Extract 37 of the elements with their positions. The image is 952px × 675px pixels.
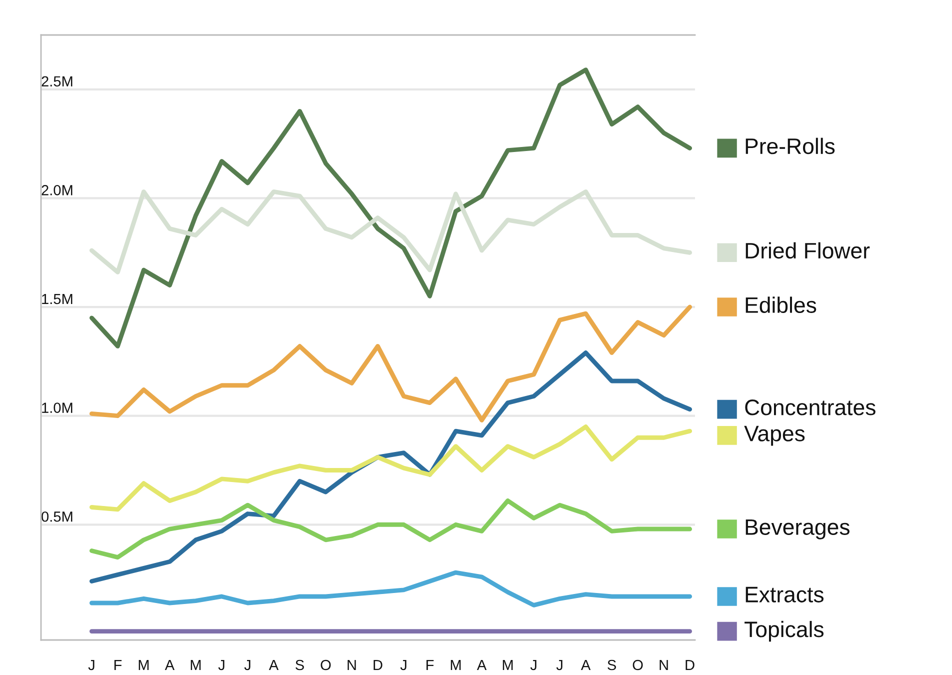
x-tick-label: J: [244, 660, 250, 670]
x-tick-label: F: [114, 660, 122, 670]
y-tick-label: 2.5M: [42, 76, 72, 87]
legend-label: Extracts: [746, 586, 824, 602]
x-tick-label: A: [476, 660, 487, 670]
y-tick-label: 2.0M: [42, 185, 72, 196]
x-tick-label: D: [374, 660, 382, 670]
y-tick-label: 1.0M: [42, 402, 72, 413]
legend-label: Topicals: [744, 620, 824, 642]
y-tick-label: 0.5M: [42, 511, 72, 522]
x-tick-label: N: [660, 660, 668, 670]
legend-label: Beverages: [746, 519, 850, 540]
x-tick-label: S: [608, 660, 616, 670]
legend-label: Pre-Rolls: [746, 138, 835, 154]
legend-label: Edibles: [746, 296, 816, 313]
x-tick-label: M: [190, 660, 201, 670]
x-tick-label: M: [502, 660, 513, 670]
x-tick-label: J: [530, 660, 536, 670]
x-tick-label: F: [426, 660, 434, 670]
x-tick-label: A: [164, 660, 175, 670]
x-tick-label: S: [296, 660, 304, 670]
x-tick-label: A: [268, 660, 279, 670]
x-tick-label: J: [88, 660, 94, 670]
x-tick-label: M: [138, 660, 149, 670]
x-tick-label: M: [450, 660, 461, 670]
x-tick-label: J: [556, 660, 562, 670]
x-tick-label: N: [348, 660, 356, 670]
y-tick-label: 1.5M: [42, 294, 72, 304]
x-tick-label: D: [686, 660, 694, 670]
x-tick-label: J: [400, 660, 406, 670]
x-tick-label: A: [580, 660, 591, 670]
legend-label: Vapes: [744, 426, 805, 446]
legend-label: Dried Flower: [746, 242, 870, 259]
legend-label: Concentrates: [745, 400, 876, 416]
x-tick-label: O: [632, 660, 643, 670]
x-tick-label: J: [218, 660, 224, 670]
x-tick-label: O: [320, 660, 331, 670]
